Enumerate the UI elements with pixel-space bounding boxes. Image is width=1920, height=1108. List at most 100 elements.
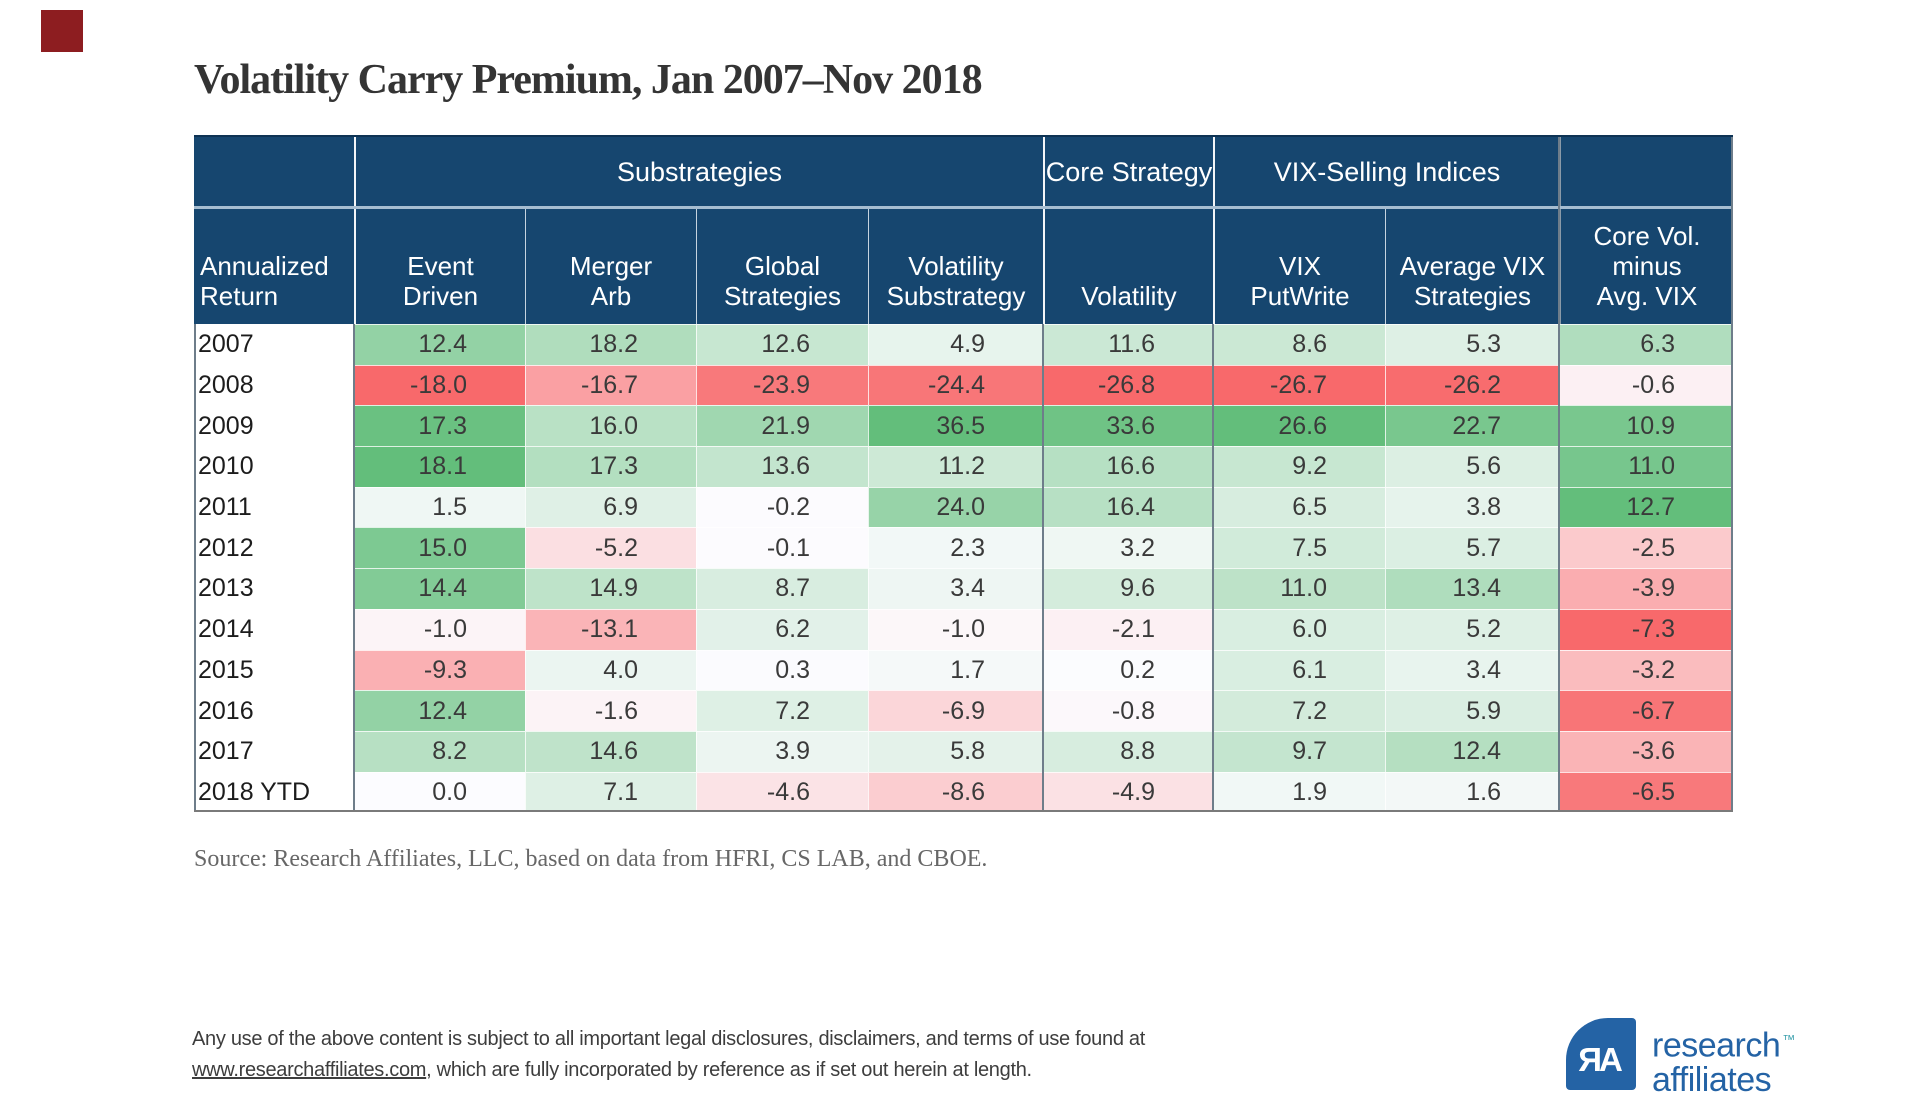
- value-cell: -2.5: [1559, 527, 1733, 569]
- table-border-left: [194, 324, 196, 812]
- value-cell: 8.7: [696, 568, 868, 609]
- table-border-right: [1731, 137, 1733, 812]
- year-cell: 2017: [194, 730, 354, 772]
- value-cell: 7.1: [525, 771, 696, 813]
- value-cell: -26.8: [1043, 364, 1213, 406]
- value-cell: 6.0: [1213, 608, 1385, 650]
- value-cell: 10.9: [1559, 405, 1733, 447]
- volatility-table: Substrategies Core Strategy VIX-Selling …: [194, 135, 1733, 813]
- value-cell: 4.9: [868, 324, 1043, 365]
- year-cell: 2012: [194, 527, 354, 569]
- value-cell: 18.2: [525, 324, 696, 365]
- value-cell: -8.6: [868, 771, 1043, 813]
- value-cell: 18.1: [354, 446, 525, 487]
- value-cell: 8.8: [1043, 730, 1213, 772]
- col-header-volatility: Volatility: [1043, 206, 1213, 324]
- value-cell: 26.6: [1213, 405, 1385, 447]
- value-cell: 5.3: [1385, 324, 1559, 365]
- value-cell: 12.4: [354, 324, 525, 365]
- value-cell: -6.5: [1559, 771, 1733, 813]
- col-header-core-vol-minus-avg-vix: Core Vol. minus Avg. VIX: [1559, 206, 1733, 324]
- value-cell: -0.2: [696, 486, 868, 528]
- value-cell: 11.0: [1213, 568, 1385, 609]
- value-cell: 12.4: [354, 690, 525, 731]
- ra-monogram: ЯA: [1578, 1041, 1623, 1078]
- value-cell: 3.2: [1043, 527, 1213, 569]
- value-cell: 1.6: [1385, 771, 1559, 813]
- research-affiliates-logo: ЯA research ™ affiliates: [1566, 1018, 1795, 1098]
- value-cell: 36.5: [868, 405, 1043, 447]
- value-cell: 9.7: [1213, 730, 1385, 772]
- logo-line1: research: [1652, 1026, 1781, 1065]
- ra-logo-icon: ЯA: [1566, 1018, 1636, 1090]
- value-cell: 6.1: [1213, 649, 1385, 691]
- value-cell: 8.2: [354, 730, 525, 772]
- disclaimer-after-link: , which are fully incorporated by refere…: [426, 1059, 1032, 1081]
- value-cell: 6.3: [1559, 324, 1733, 365]
- value-cell: 2.3: [868, 527, 1043, 569]
- value-cell: -16.7: [525, 364, 696, 406]
- value-cell: 13.6: [696, 446, 868, 487]
- value-cell: 0.2: [1043, 649, 1213, 691]
- value-cell: -4.9: [1043, 771, 1213, 813]
- value-cell: 6.5: [1213, 486, 1385, 528]
- col-header-annualized-return: Annualized Return: [194, 206, 354, 324]
- year-cell: 2013: [194, 568, 354, 609]
- value-cell: 15.0: [354, 527, 525, 569]
- value-cell: -0.1: [696, 527, 868, 569]
- legal-disclaimer: Any use of the above content is subject …: [192, 1024, 1145, 1086]
- col-header-average-vix-strategies: Average VIX Strategies: [1385, 206, 1559, 324]
- year-cell: 2010: [194, 446, 354, 487]
- value-cell: -18.0: [354, 364, 525, 406]
- value-cell: 24.0: [868, 486, 1043, 528]
- value-cell: 5.9: [1385, 690, 1559, 731]
- year-cell: 2015: [194, 649, 354, 691]
- group-header-vix-selling: VIX-Selling Indices: [1213, 137, 1559, 206]
- source-note: Source: Research Affiliates, LLC, based …: [194, 846, 988, 872]
- red-marker-square: [41, 10, 83, 52]
- value-cell: 16.6: [1043, 446, 1213, 487]
- value-cell: -24.4: [868, 364, 1043, 406]
- value-cell: 0.3: [696, 649, 868, 691]
- group-divider-vix-spread: [1558, 137, 1560, 812]
- value-cell: -7.3: [1559, 608, 1733, 650]
- value-cell: -23.9: [696, 364, 868, 406]
- value-cell: -9.3: [354, 649, 525, 691]
- value-cell: 7.2: [1213, 690, 1385, 731]
- value-cell: 3.8: [1385, 486, 1559, 528]
- table-border-bottom: [194, 810, 1733, 812]
- header-corner-cell: [194, 137, 354, 206]
- value-cell: -26.7: [1213, 364, 1385, 406]
- value-cell: 5.7: [1385, 527, 1559, 569]
- chart-title: Volatility Carry Premium, Jan 2007–Nov 2…: [194, 57, 983, 103]
- value-cell: -13.1: [525, 608, 696, 650]
- value-cell: 5.2: [1385, 608, 1559, 650]
- value-cell: 3.4: [1385, 649, 1559, 691]
- group-header-core-strategy: Core Strategy: [1043, 137, 1213, 206]
- year-cell: 2007: [194, 324, 354, 365]
- group-divider-years: [353, 324, 355, 812]
- col-header-event-driven: Event Driven: [354, 206, 525, 324]
- value-cell: -5.2: [525, 527, 696, 569]
- value-cell: 7.5: [1213, 527, 1385, 569]
- value-cell: -26.2: [1385, 364, 1559, 406]
- logo-line2: affiliates: [1652, 1061, 1772, 1100]
- value-cell: -1.6: [525, 690, 696, 731]
- trademark-symbol: ™: [1782, 1032, 1795, 1047]
- researchaffiliates-link[interactable]: www.researchaffiliates.com: [192, 1059, 427, 1081]
- group-header-empty: [1559, 137, 1733, 206]
- value-cell: -3.9: [1559, 568, 1733, 609]
- value-cell: -3.6: [1559, 730, 1733, 772]
- value-cell: 12.4: [1385, 730, 1559, 772]
- col-header-volatility-substrategy: Volatility Substrategy: [868, 206, 1043, 324]
- value-cell: -1.0: [354, 608, 525, 650]
- value-cell: 11.2: [868, 446, 1043, 487]
- value-cell: 7.2: [696, 690, 868, 731]
- value-cell: 0.0: [354, 771, 525, 813]
- value-cell: 4.0: [525, 649, 696, 691]
- year-cell: 2018 YTD: [194, 771, 354, 813]
- disclaimer-line-2: www.researchaffiliates.com, which are fu…: [192, 1055, 1145, 1086]
- value-cell: -0.6: [1559, 364, 1733, 406]
- value-cell: -2.1: [1043, 608, 1213, 650]
